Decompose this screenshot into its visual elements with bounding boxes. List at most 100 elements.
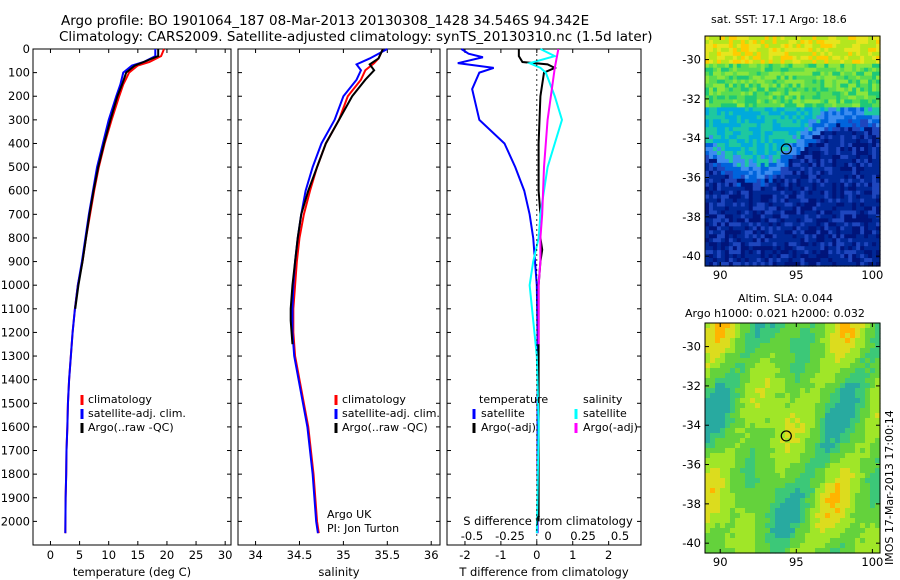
map-cell — [820, 214, 825, 220]
map-cell — [828, 99, 833, 105]
map-cell — [748, 166, 754, 172]
map-cell — [830, 343, 836, 349]
map-cell — [708, 79, 714, 85]
map-cell — [876, 111, 881, 116]
map-cell — [835, 508, 841, 514]
map-cell — [720, 413, 726, 419]
map-cell — [824, 262, 829, 267]
map-cell — [860, 75, 865, 81]
map-cell — [815, 408, 821, 414]
sla-map-subtitle: Argo h1000: 0.021 h2000: 0.032 — [685, 307, 865, 320]
map-cell — [764, 143, 770, 148]
map-cell — [770, 448, 776, 454]
map-cell — [790, 418, 796, 424]
map-cell — [852, 51, 857, 57]
map-cell — [720, 323, 726, 329]
map-cell — [848, 182, 853, 188]
map-cell — [815, 543, 821, 549]
map-cell — [780, 186, 786, 192]
map-cell — [788, 39, 794, 45]
map-cell — [828, 107, 833, 112]
map-cell — [830, 393, 836, 399]
map-cell — [720, 333, 726, 339]
map-cell — [728, 222, 734, 227]
map-cell — [810, 463, 816, 469]
map-cell — [735, 378, 741, 384]
map-cell — [856, 254, 861, 259]
map-cell — [710, 353, 716, 359]
map-cell — [865, 533, 871, 539]
map-cell — [720, 87, 726, 93]
map-cell — [796, 250, 802, 255]
map-cell — [736, 87, 742, 93]
map-cell — [845, 548, 851, 554]
map-cell — [744, 174, 750, 180]
map-cell — [748, 210, 754, 216]
map-cell — [724, 190, 730, 196]
map-cell — [776, 238, 782, 243]
map-cell — [728, 139, 734, 144]
map-cell — [820, 147, 825, 152]
legend-label: satellite-adj. clim. — [88, 407, 186, 420]
map-cell — [830, 488, 836, 494]
map-cell — [705, 418, 711, 424]
map-cell — [752, 43, 758, 49]
map-cell — [868, 63, 873, 69]
map-cell — [832, 151, 837, 156]
map-cell — [785, 388, 791, 394]
map-cell — [820, 254, 825, 259]
map-cell — [848, 47, 853, 53]
map-cell — [870, 433, 876, 439]
map-cell — [712, 194, 718, 200]
map-cell — [820, 488, 826, 494]
map-cell — [865, 493, 871, 499]
map-cell — [756, 43, 762, 49]
map-cell — [872, 47, 877, 53]
map-cell — [804, 230, 810, 235]
map-cell — [820, 135, 825, 140]
map-cell — [864, 83, 869, 89]
map-cell — [800, 508, 806, 514]
map-cell — [860, 99, 865, 105]
map-cell — [710, 348, 716, 354]
map-cell — [712, 210, 718, 216]
map-cell — [864, 79, 869, 85]
map-cell — [775, 498, 781, 504]
map-cell — [845, 413, 851, 419]
map-cell — [810, 523, 816, 529]
map-cell — [790, 343, 796, 349]
map-cell — [735, 453, 741, 459]
map-cell — [715, 473, 721, 479]
map-cell — [815, 428, 821, 434]
map-cell — [735, 393, 741, 399]
map-cell — [844, 190, 849, 196]
map-cell — [860, 513, 866, 519]
map-cell — [715, 408, 721, 414]
y-tick-label: -36 — [682, 171, 701, 185]
map-cell — [784, 79, 790, 85]
map-cell — [828, 238, 833, 243]
map-cell — [848, 127, 853, 132]
map-cell — [712, 158, 718, 164]
map-cell — [756, 246, 762, 251]
map-cell — [710, 518, 716, 524]
map-cell — [868, 194, 873, 200]
map-cell — [732, 182, 738, 188]
legend-label: Argo(..raw -QC) — [88, 421, 174, 434]
map-cell — [732, 75, 738, 81]
map-cell — [735, 528, 741, 534]
map-cell — [760, 143, 766, 148]
map-cell — [756, 123, 762, 128]
map-cell — [848, 135, 853, 140]
map-cell — [820, 143, 825, 148]
map-cell — [720, 139, 726, 144]
map-cell — [776, 131, 782, 136]
map-cell — [856, 71, 861, 77]
map-cell — [715, 403, 721, 409]
map-cell — [816, 226, 821, 231]
map-cell — [716, 190, 722, 196]
map-cell — [864, 170, 869, 176]
map-cell — [740, 408, 746, 414]
map-cell — [792, 139, 798, 144]
map-cell — [736, 178, 742, 184]
